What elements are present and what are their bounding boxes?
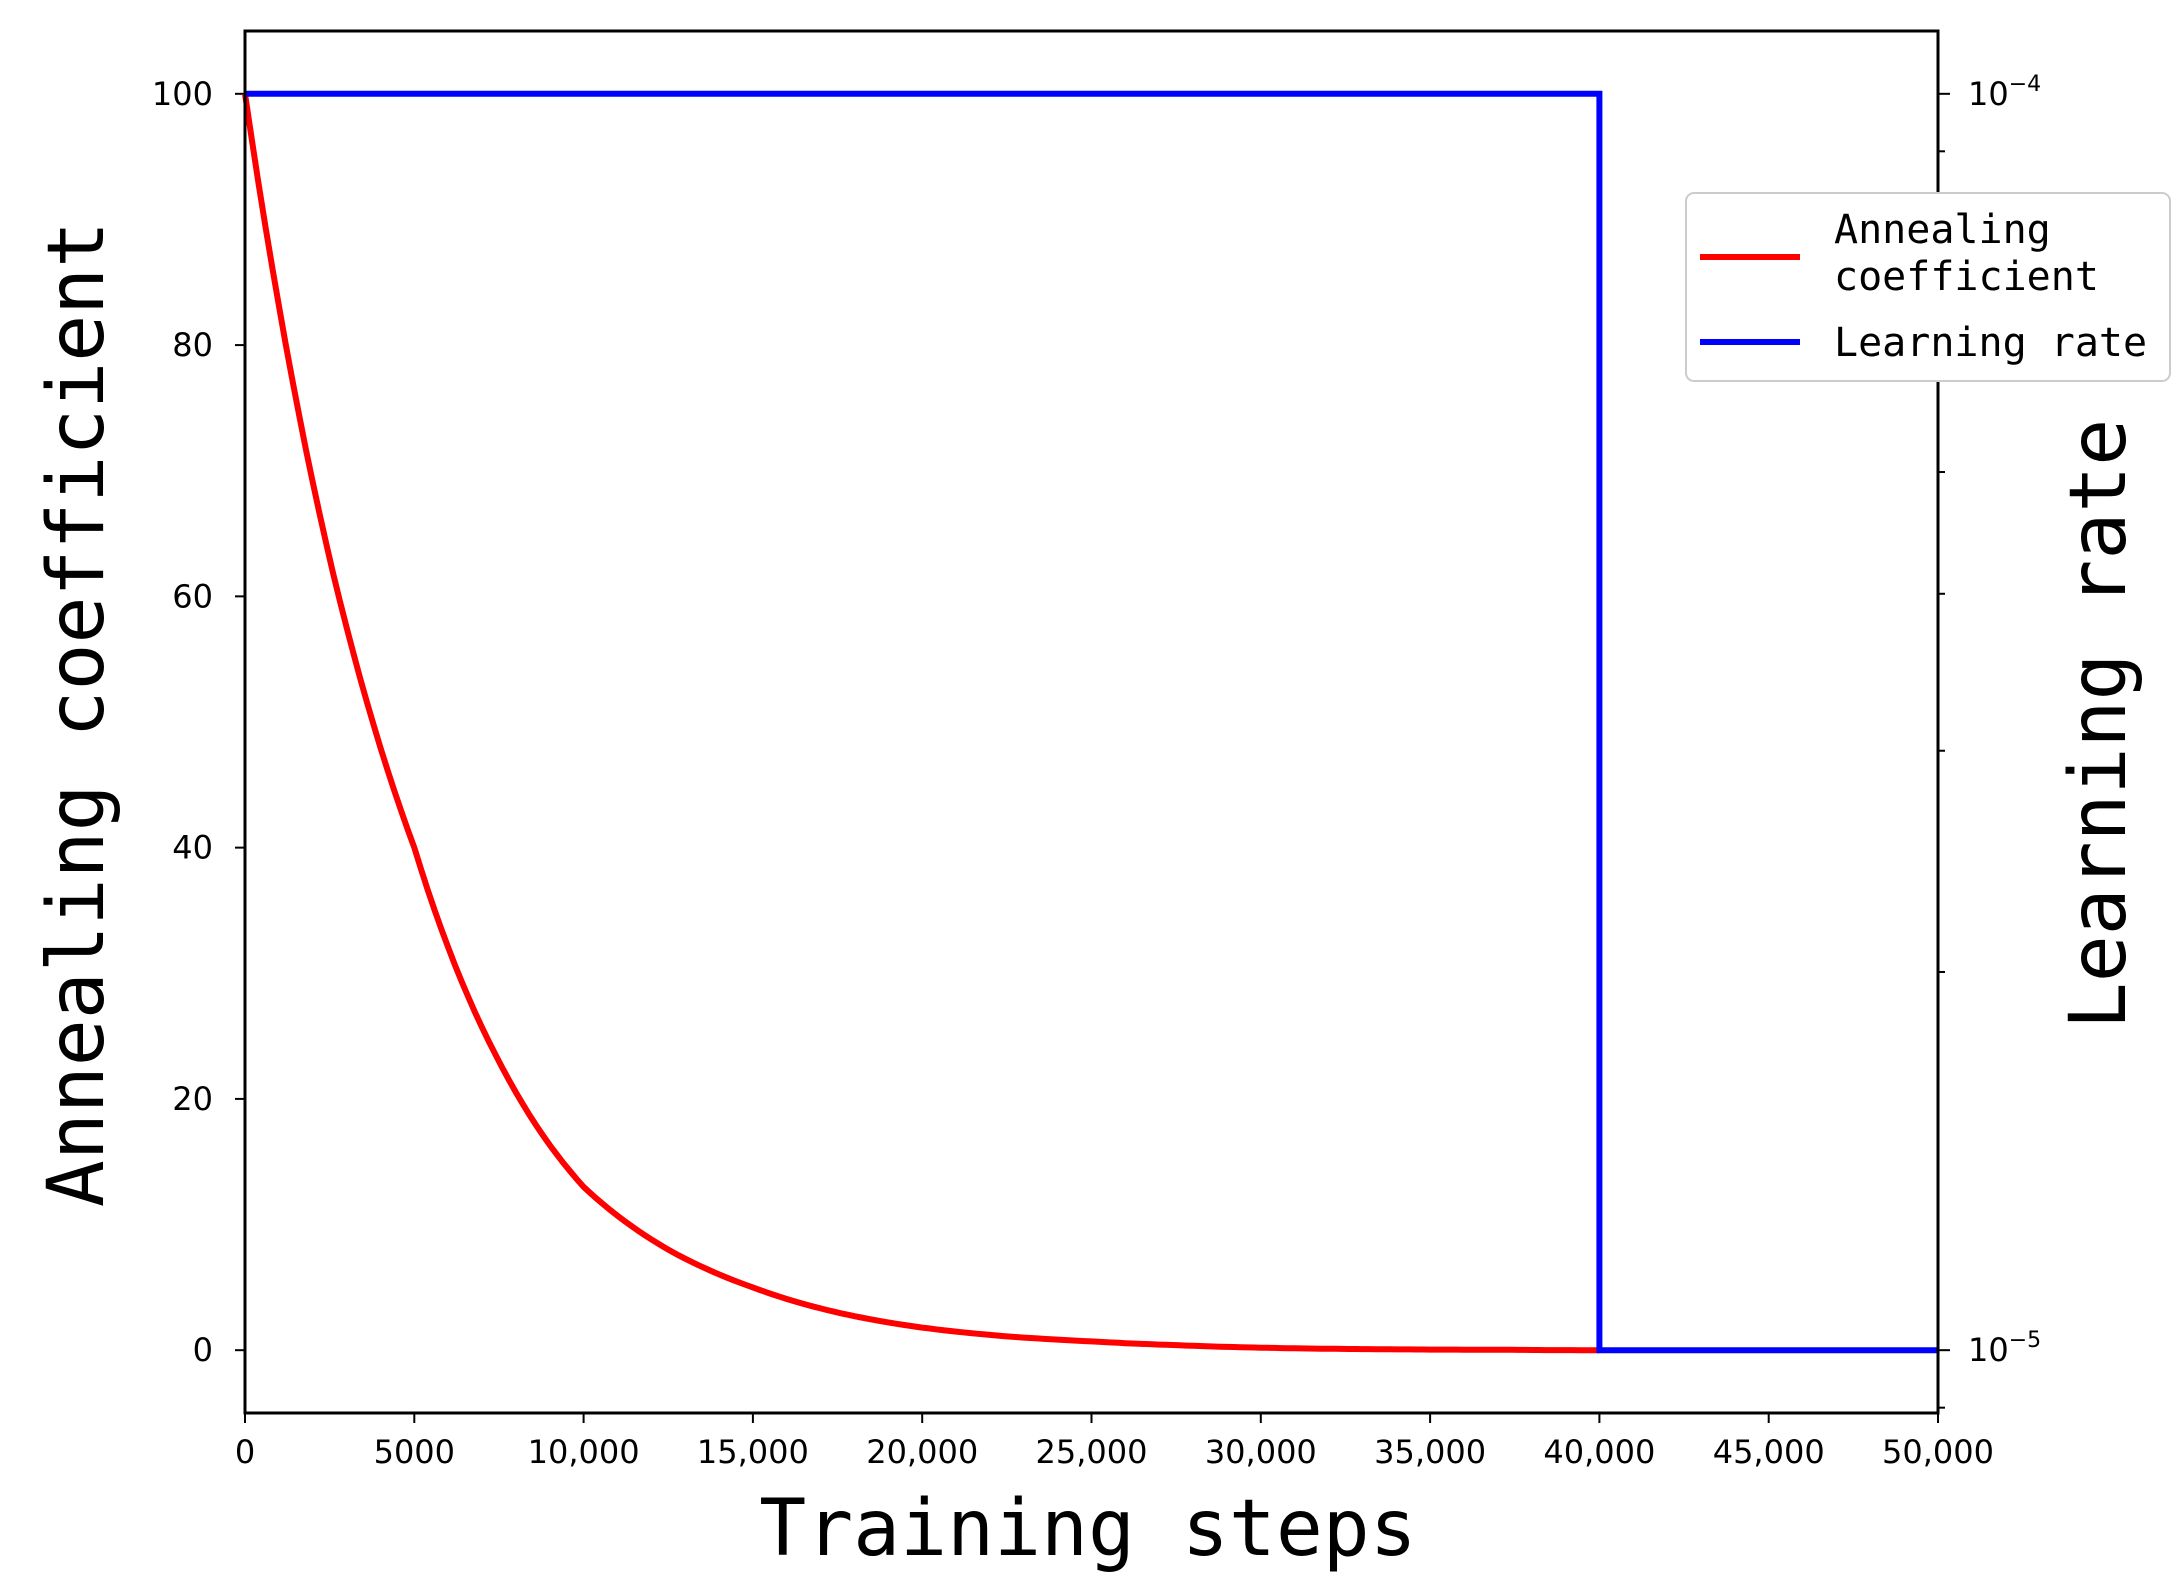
x-axis-title: Training steps (759, 1484, 1416, 1574)
left-y-axis-title: Annealing coefficient (32, 221, 122, 1207)
left-y-tick-label: 60 (172, 577, 213, 615)
x-tick-label: 15,000 (697, 1433, 809, 1471)
legend-label-learning-rate: Learning rate (1834, 320, 2147, 366)
x-tick-label: 5000 (374, 1433, 455, 1471)
plot-frame (243, 29, 1940, 1415)
left-y-tick-label: 20 (172, 1080, 213, 1118)
right-y-tick-label: 10−5 (1968, 1328, 2041, 1369)
x-tick-label: 35,000 (1374, 1433, 1486, 1471)
x-tick-label: 0 (235, 1433, 255, 1471)
left-y-tick-label: 80 (172, 326, 213, 364)
x-tick-label: 25,000 (1036, 1433, 1148, 1471)
x-tick-label: 20,000 (866, 1433, 978, 1471)
legend-box (1685, 192, 2171, 382)
x-tick-label: 45,000 (1713, 1433, 1825, 1471)
series-lines (242, 90, 1938, 1354)
x-tick-label: 50,000 (1882, 1433, 1994, 1471)
right-y-tick-label: 10−4 (1968, 72, 2041, 113)
left-y-tick-label: 100 (152, 75, 213, 113)
legend-label-annealing-line1: Annealing (1834, 207, 2051, 253)
x-axis-ticks: 0 5000 10,000 15,000 20,000 25,000 30,000 35,00… (235, 1413, 1994, 1471)
left-y-axis-ticks: 0 20 40 60 80 100 (152, 75, 245, 1369)
x-tick-label: 30,000 (1205, 1433, 1317, 1471)
x-tick-label: 40,000 (1543, 1433, 1655, 1471)
legend: Annealing coefficient Learning rate (1685, 192, 2171, 382)
x-tick-label: 10,000 (528, 1433, 640, 1471)
series-line-learning-rate (245, 90, 1938, 1354)
right-y-axis-title: Learning rate (2054, 419, 2144, 1029)
right-y-axis-ticks: 10−5 10−4 (1938, 72, 2041, 1409)
left-y-tick-label: 40 (172, 829, 213, 867)
legend-label-annealing-line2: coefficient (1834, 254, 2099, 300)
series-line-annealing-coefficient (242, 93, 1600, 1354)
left-y-tick-label: 0 (193, 1331, 213, 1369)
